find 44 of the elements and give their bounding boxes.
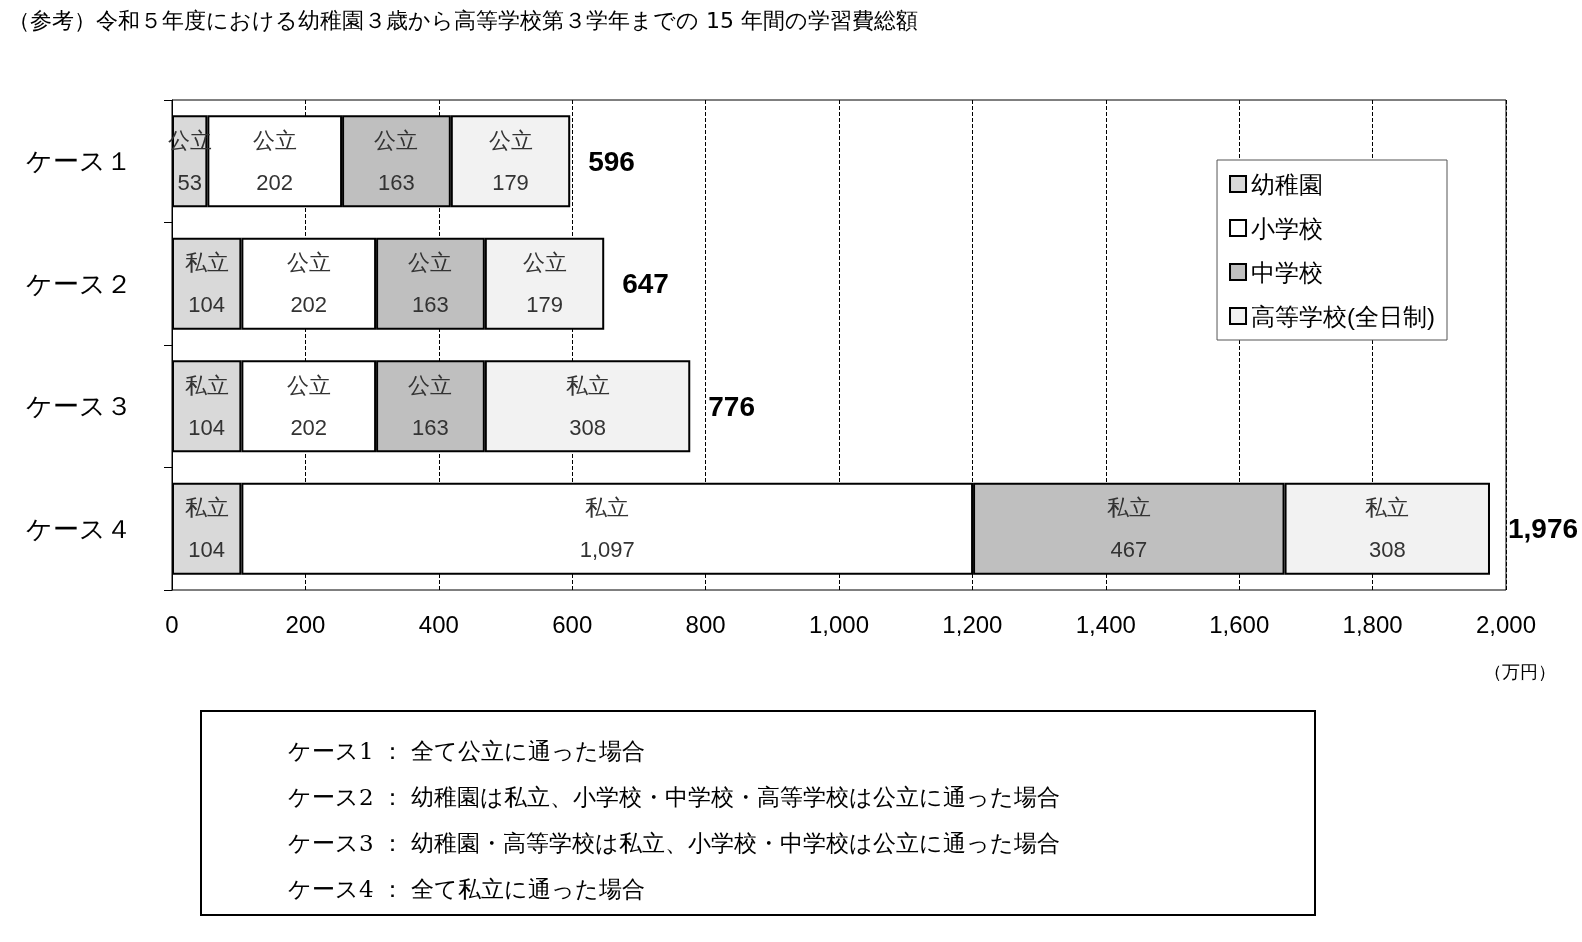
data-label: 公立 202 xyxy=(286,372,331,440)
total-label: 1,976 xyxy=(1507,513,1579,545)
data-label: 公立 163 xyxy=(408,250,453,318)
data-label: 私立 308 xyxy=(1365,495,1410,563)
data-label: 私立 104 xyxy=(184,372,229,440)
y-tick-label: ケース２ xyxy=(26,268,132,299)
y-tick-label: ケース３ xyxy=(26,391,132,422)
x-tick-label: 0 xyxy=(165,610,179,638)
data-label: 公立 163 xyxy=(374,127,419,195)
x-tick-label: 200 xyxy=(285,610,326,638)
data-label: 私立 467 xyxy=(1106,495,1151,563)
text: ケース3 ： 幼稚園・高等学校は私立、小学校・中学校は公立に通った場合 xyxy=(288,829,1062,858)
data-label: 公立 202 xyxy=(252,127,297,195)
data-label: 私立 104 xyxy=(184,250,229,318)
x-axis-title: （万円） xyxy=(1484,660,1556,684)
x-tick-label: 600 xyxy=(552,610,593,638)
data-label: 公立 179 xyxy=(522,250,567,318)
x-tick-label: 1,400 xyxy=(1075,610,1136,638)
data-label: 私立 308 xyxy=(565,372,610,440)
data-label: 公立 179 xyxy=(488,127,533,195)
legend-label: 幼稚園 xyxy=(1251,170,1324,198)
legend-label: 中学校 xyxy=(1251,258,1324,286)
y-tick-label: ケース４ xyxy=(26,513,132,544)
x-tick-label: 1,800 xyxy=(1342,610,1403,638)
legend-label: 小学校 xyxy=(1251,214,1324,242)
legend-label: 高等学校(全日制) xyxy=(1251,302,1435,330)
text: ケース1 ： 全て公立に通った場合 xyxy=(288,737,647,766)
total-label: 647 xyxy=(622,268,669,300)
x-tick-label: 1,600 xyxy=(1209,610,1270,638)
x-tick-label: 800 xyxy=(685,610,726,638)
x-tick-label: 1,000 xyxy=(808,610,870,638)
text: ケース2 ： 幼稚園は私立、小学校・中学校・高等学校は公立に通った場合 xyxy=(288,783,1062,812)
data-label: 公立 202 xyxy=(286,250,331,318)
text: ケース4 ： 全て私立に通った場合 xyxy=(288,875,647,904)
data-label: 私立 104 xyxy=(184,495,229,563)
x-tick-label: 2,000 xyxy=(1475,610,1537,638)
total-label: 596 xyxy=(588,145,635,177)
data-label: 私立 1,097 xyxy=(579,495,635,563)
data-label: 公立 163 xyxy=(408,372,453,440)
y-tick-label: ケース１ xyxy=(26,146,132,177)
total-label: 776 xyxy=(708,390,755,422)
x-tick-label: 400 xyxy=(418,610,459,638)
x-tick-label: 1,200 xyxy=(942,610,1003,638)
chart-title: （参考）令和５年度における幼稚園３歳から高等学校第３学年までの 15 年間の学習費総額 xyxy=(8,7,918,35)
